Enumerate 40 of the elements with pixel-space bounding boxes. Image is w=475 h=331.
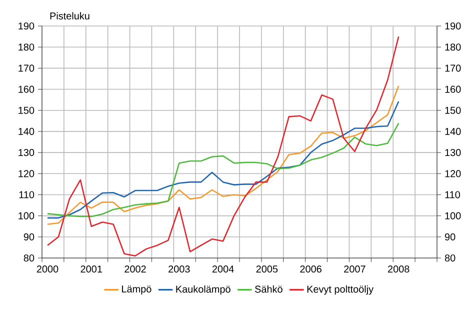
legend-label: Kevyt polttoöljy (307, 285, 374, 295)
y2-tick-label: 170 (445, 64, 461, 72)
y-tick-label: 90 (24, 233, 34, 240)
line-series (46, 36, 400, 257)
y-tick-label: 80 (24, 254, 34, 262)
y-tick-label: 180 (18, 44, 34, 51)
y-tick-label: 140 (18, 128, 34, 135)
y-tick-label: 110 (19, 191, 34, 198)
legend-label: Sähkö (255, 285, 282, 293)
y2-tick-label: 100 (445, 212, 461, 220)
x-tick-label: 2002 (124, 266, 146, 273)
x-tick-label: 2008 (388, 266, 410, 273)
x-tick-label: 2006 (300, 266, 322, 273)
y2-tick-label: 140 (445, 128, 461, 135)
x-tick-label: 2005 (256, 266, 278, 273)
y2-tick-label: 160 (445, 86, 461, 93)
y2-tick-label: 80 (444, 254, 456, 262)
y2-tick-label: 90 (444, 233, 456, 240)
x-tick-label: 2000 (36, 266, 58, 273)
y2-tick-label: 150 (445, 106, 461, 114)
y-tick-label: 160 (18, 86, 34, 93)
x-tick-label: 2004 (212, 266, 234, 273)
y-axis-title: Pisteluku (50, 12, 90, 20)
y2-tick-label: 130 (445, 149, 461, 156)
y2-tick-label: 180 (445, 44, 461, 51)
y2-tick-label: 190 (445, 22, 461, 30)
x-tick-label: 2003 (168, 266, 190, 273)
y-tick-label: 130 (18, 149, 34, 156)
y-tick-label: 170 (18, 64, 34, 72)
legend-label: Kaukolämpö (176, 285, 230, 295)
y-tick-label: 120 (18, 170, 34, 178)
line-series (46, 85, 400, 225)
x-tick-label: 2001 (80, 266, 102, 273)
y-tick-label: 190 (18, 22, 34, 30)
y2-tick-label: 120 (445, 170, 461, 178)
legend-label: Lämpö (122, 286, 152, 294)
x-tick-label: 2007 (344, 266, 366, 273)
y-tick-label: 150 (18, 106, 34, 114)
y2-tick-label: 110 (445, 191, 460, 198)
y-tick-label: 100 (18, 212, 34, 220)
